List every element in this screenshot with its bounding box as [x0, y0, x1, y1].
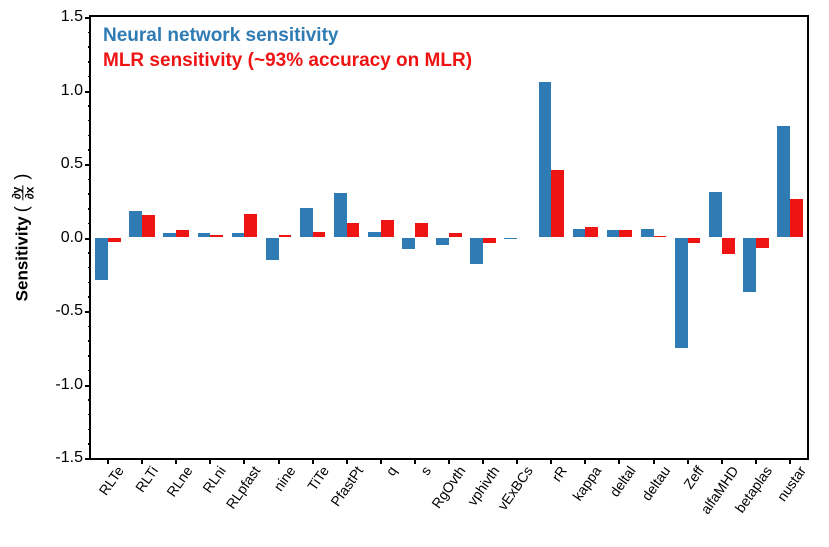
bar: [198, 233, 211, 237]
bar: [142, 215, 155, 237]
x-tick-label: RgOvth: [428, 463, 468, 511]
bar: [641, 229, 654, 238]
y-tick-label: 1.0: [61, 82, 83, 100]
bar: [470, 238, 483, 264]
bar: [504, 238, 517, 239]
bar: [436, 238, 449, 245]
bar: [415, 223, 428, 238]
bar: [722, 238, 735, 254]
y-tick-label: -0.5: [55, 302, 83, 320]
legend-nn: Neural network sensitivity: [103, 25, 338, 47]
x-tick-label: kappa: [570, 463, 605, 503]
bar: [743, 238, 756, 292]
bar: [232, 233, 245, 237]
y-tick-label: 0.5: [61, 155, 83, 173]
bar: [619, 230, 632, 237]
y-axis-label-text: Sensitivity: [12, 216, 32, 301]
bar: [347, 223, 360, 238]
y-tick-label: -1.5: [55, 449, 83, 467]
x-tick-label: Zeff: [680, 463, 707, 492]
bar: [368, 232, 381, 238]
bar: [688, 238, 701, 244]
bar: [300, 208, 313, 237]
bar: [244, 214, 257, 238]
x-tick-label: q: [382, 463, 400, 479]
x-tick-label: RLne: [164, 463, 196, 500]
bar: [402, 238, 415, 250]
bar: [483, 238, 496, 244]
x-tick-label: deltau: [638, 463, 673, 503]
y-tick-label: 1.5: [61, 8, 83, 26]
x-tick-label: nustar: [774, 463, 809, 504]
bar: [790, 199, 803, 237]
bar: [108, 238, 121, 242]
x-tick-label: nine: [270, 463, 298, 494]
y-tick-label: -1.0: [55, 376, 83, 394]
bar: [449, 233, 462, 237]
x-tick-label: rR: [549, 463, 571, 484]
bar: [163, 233, 176, 237]
plot-area: [89, 15, 809, 460]
x-tick-label: deltal: [607, 463, 639, 500]
legend-mlr: MLR sensitivity (~93% accuracy on MLR): [103, 50, 472, 72]
bar: [675, 238, 688, 348]
bar: [551, 170, 564, 238]
bar: [585, 227, 598, 237]
y-tick-label: 0.0: [61, 229, 83, 247]
bar: [313, 232, 326, 238]
bar: [210, 235, 223, 238]
x-tick-label: TiTe: [304, 463, 332, 493]
bar: [573, 229, 586, 238]
x-tick-label: s: [417, 463, 434, 478]
sensitivity-chart: Sensitivity ( ∂y ∂x ) -1.5 -1.0 -0.5 0.0 0.5…: [0, 0, 829, 547]
bar: [176, 230, 189, 237]
bar: [709, 192, 722, 238]
bar: [539, 82, 552, 238]
bar: [129, 211, 142, 237]
y-axis-label: Sensitivity ( ∂y ∂x ): [8, 0, 36, 475]
x-tick-label: RLpfast: [223, 463, 264, 512]
y-axis-frac-den: ∂x: [24, 186, 36, 201]
bar: [381, 220, 394, 238]
bar: [654, 236, 667, 237]
bar: [777, 126, 790, 238]
bar: [95, 238, 108, 281]
x-tick-label: RLTe: [96, 463, 127, 498]
bar: [756, 238, 769, 248]
x-tick-label: RLni: [200, 463, 230, 496]
bar: [279, 235, 292, 238]
bar: [266, 238, 279, 260]
x-tick-label: PfastPt: [327, 463, 366, 509]
x-tick-label: RLTi: [132, 463, 161, 495]
bar: [334, 193, 347, 237]
bar: [607, 230, 620, 237]
